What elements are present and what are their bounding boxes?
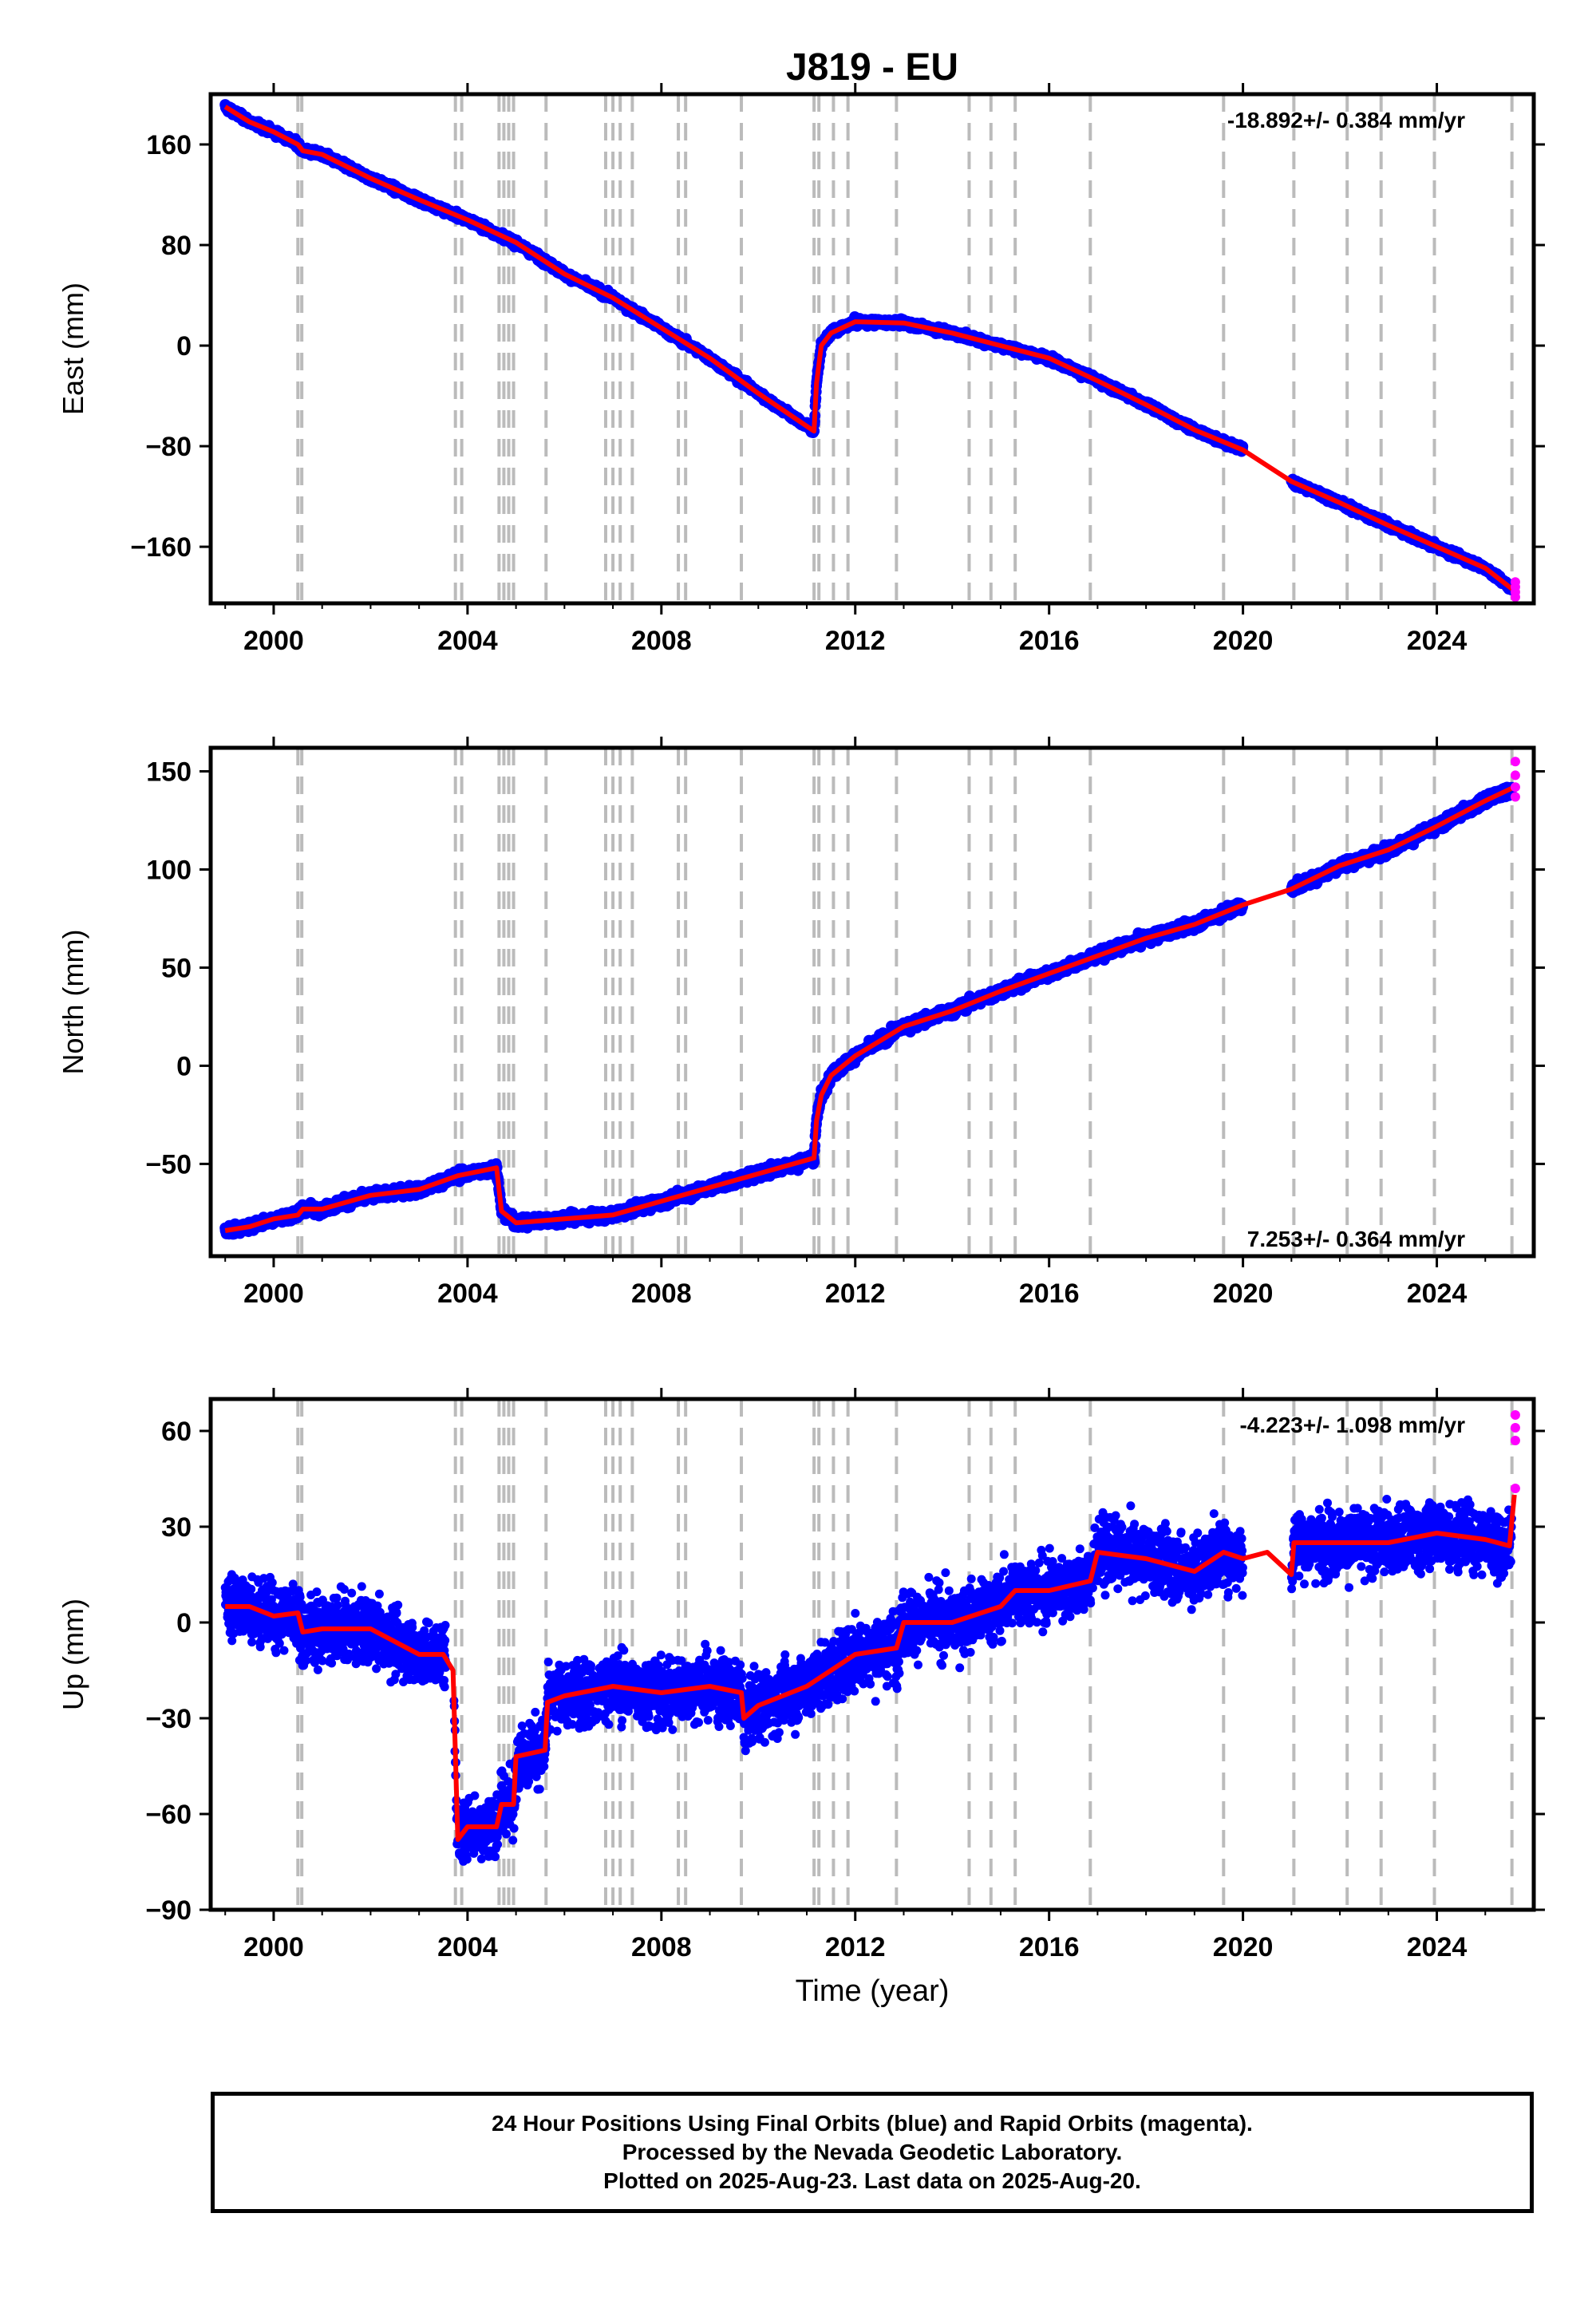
x-tick-label: 2004: [437, 626, 498, 656]
north-final-orbit-points: [219, 781, 1518, 1240]
x-tick-label: 2008: [631, 626, 692, 656]
x-tick-label: 2012: [825, 626, 886, 656]
y-axis-label: East (mm): [57, 283, 89, 415]
panel-east: −160 −80 0 80 160 2000 2004 2008 2012 2016 2020 202…: [57, 83, 1545, 656]
east-final-orbit-points: [219, 99, 1518, 595]
velocity-label: -18.892+/- 0.384 mm/yr: [1227, 108, 1465, 132]
east-plot-area: [219, 94, 1520, 603]
y-tick-label: −160: [130, 532, 192, 563]
y-tick-label: 0: [176, 331, 192, 362]
y-tick-label: −80: [145, 432, 192, 462]
x-tick-label: 2016: [1019, 626, 1080, 656]
x-tick-label: 2024: [1407, 626, 1468, 656]
x-tick-label: 2020: [1213, 626, 1274, 656]
timeseries-svg: J819 - EU Time (year) −160 −80 0 80 160 2000 2…: [57, 46, 1545, 2008]
y-tick-label: 80: [161, 231, 192, 261]
north-plot-area: [219, 748, 1520, 1256]
x-tick-label: 2000: [243, 626, 304, 656]
rapid-point: [1510, 592, 1520, 603]
east-rapid-orbit-points: [1510, 577, 1520, 603]
x-axis-label: Time (year): [796, 1974, 950, 2008]
east-model-line: [223, 105, 1516, 593]
y-tick-label: 160: [146, 130, 192, 160]
chart-title: J819 - EU: [786, 46, 958, 89]
east-frame: [208, 92, 1536, 606]
